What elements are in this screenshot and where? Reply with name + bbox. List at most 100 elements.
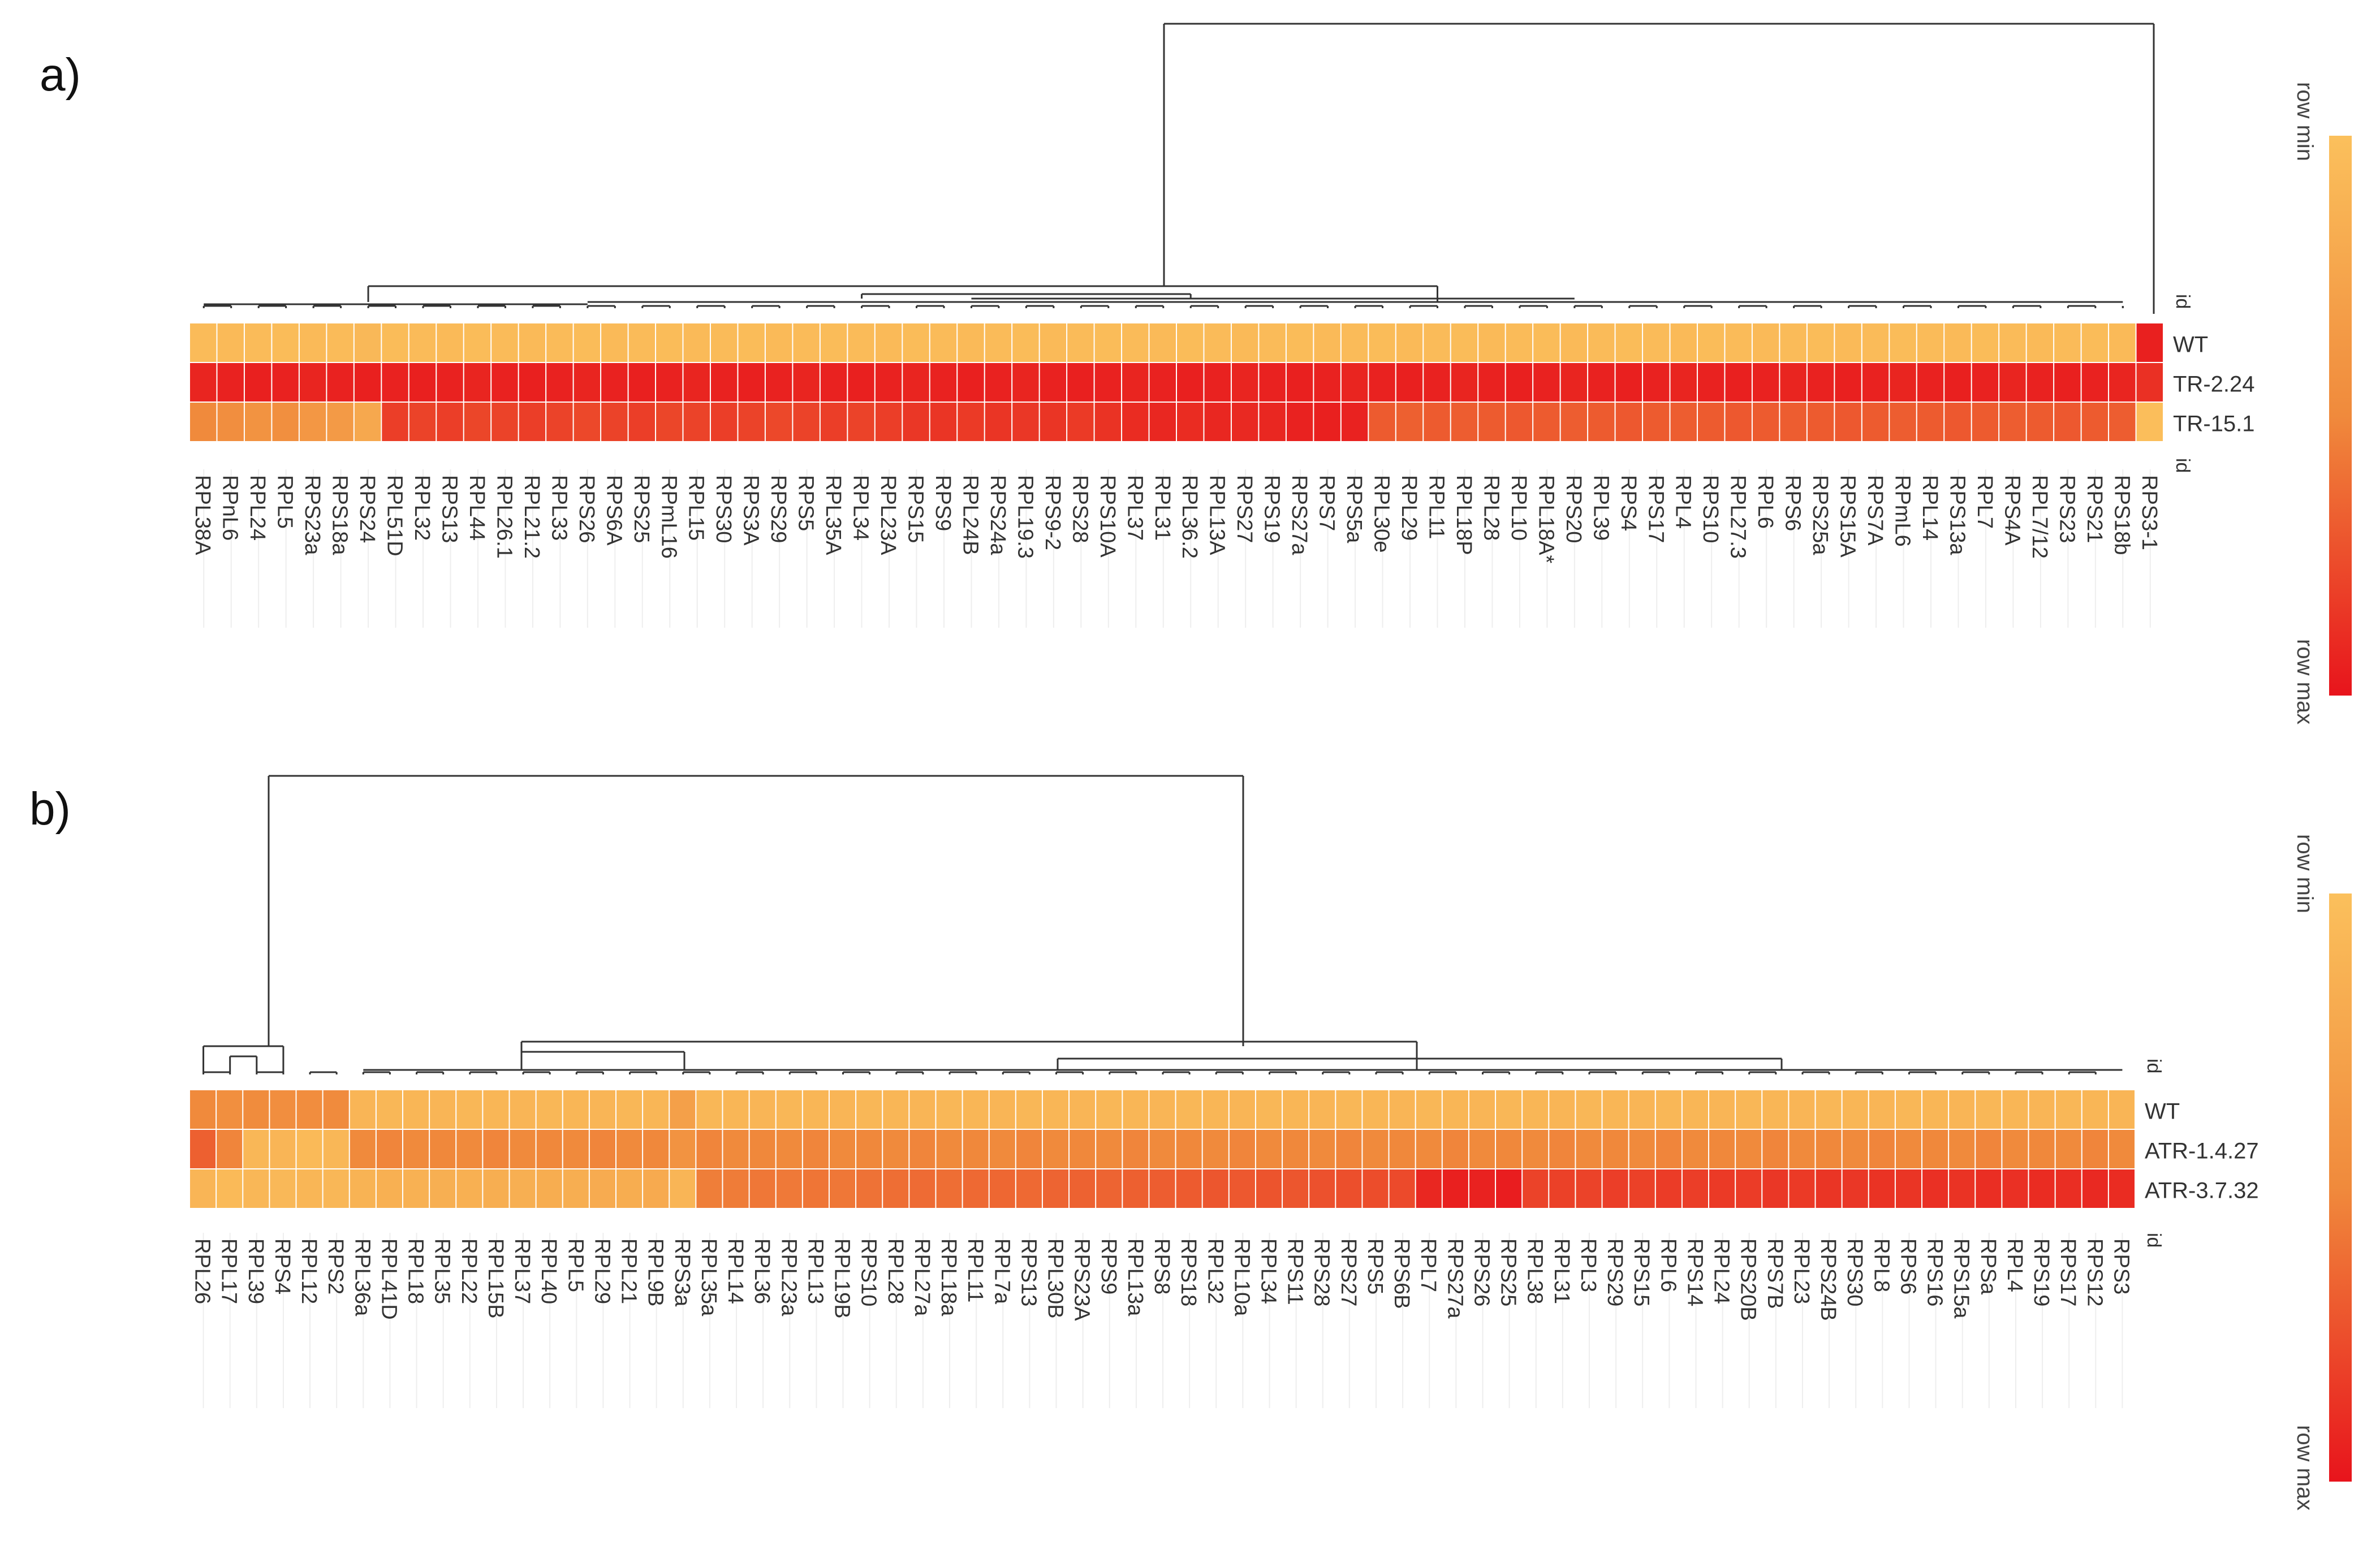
column-label: RPS9-2 [1041,475,1064,550]
heatmap-cell [1736,1130,1762,1168]
column-label: RPS29 [1603,1238,1627,1306]
heatmap-cell [190,1090,216,1129]
column-label: RPS15 [1629,1238,1653,1306]
heatmap-cell [1012,403,1039,441]
heatmap-cell [738,403,765,441]
heatmap-cell [536,1169,562,1208]
panel-a-scale-max-label: row max [2292,639,2317,724]
column-label: RPL30B [1044,1238,1067,1319]
heatmap-cell [738,323,765,362]
heatmap-cell [2082,1169,2108,1208]
heatmap-cell [1016,1090,1042,1129]
heatmap-cell [350,1090,376,1129]
heatmap-cell [749,1130,775,1168]
heatmap-cell [1416,1169,1442,1208]
heatmap-cell [1314,363,1340,402]
column-label: RPL6 [1753,475,1777,529]
heatmap-cell [628,403,656,441]
heatmap-cell [856,1090,882,1129]
column-label: RPL28 [1479,475,1503,541]
heatmap-cell [483,1090,509,1129]
heatmap-cell [829,1169,856,1208]
heatmap-cell [464,363,491,402]
heatmap-cell [1231,363,1258,402]
heatmap-cell [1389,1130,1415,1168]
heatmap-cell [190,323,217,362]
heatmap-cell [963,1090,989,1129]
heatmap-cell [1944,363,1971,402]
heatmap-cell [1016,1130,1042,1168]
heatmap-cell [1869,1130,1895,1168]
heatmap-cell [1576,1169,1602,1208]
heatmap-cell [1560,363,1588,402]
heatmap-cell [848,403,874,441]
heatmap-cell [1309,1090,1335,1129]
heatmap-cell [270,1169,296,1208]
panel-a-label: a) [40,49,81,101]
heatmap-cell [217,1130,243,1168]
heatmap-cell [1615,403,1642,441]
heatmap-cell [1042,1090,1069,1129]
heatmap-cell [1922,1169,1948,1208]
panel-b-dendrogram [202,775,2123,1074]
column-label: RPL23a [777,1238,800,1316]
heatmap-cell [936,1130,962,1168]
column-label: RPL23A [876,475,900,555]
row-label: ATR-3.7.32 [2145,1178,2259,1203]
heatmap-cell [2029,1169,2055,1208]
heatmap-cell [670,1090,696,1129]
heatmap-cell [2136,323,2163,362]
heatmap-cell [299,363,326,402]
column-label: RPS17 [1644,475,1667,543]
heatmap-cell [1709,1090,1735,1129]
heatmap-cell [1478,403,1505,441]
heatmap-cell [696,1130,722,1168]
heatmap-cell [1040,363,1067,402]
column-label: RPL5 [273,475,297,529]
heatmap-cell [456,1169,482,1208]
heatmap-cell [1736,1090,1762,1129]
column-label: RPS13 [437,475,461,543]
heatmap-cell [1369,363,1395,402]
heatmap-cell [437,323,463,362]
heatmap-cell [643,1090,669,1129]
heatmap-cell [589,1169,615,1208]
heatmap-cell [1369,403,1395,441]
heatmap-cell [1976,1169,2002,1208]
panel-b-row-labels: WT ATR-1.4.27 ATR-3.7.32 [2145,1099,2259,1203]
column-label: RPL22 [457,1238,481,1304]
heatmap-cell [243,1130,269,1168]
heatmap-cell [1416,1130,1442,1168]
heatmap-cell [1496,1090,1522,1129]
heatmap-cell [2002,1130,2028,1168]
column-label: RPS18a [328,475,352,555]
column-label: RPS15a [1950,1238,1973,1319]
heatmap-cell [829,1130,856,1168]
column-label: RPS25 [630,475,653,543]
heatmap-cell [829,1090,856,1129]
heatmap-cell [1762,1130,1788,1168]
column-label: RPL41D [377,1238,400,1320]
heatmap-cell [574,403,601,441]
heatmap-cell [1523,1130,1549,1168]
column-label: RPL26.1 [492,475,516,559]
heatmap-cell [589,1090,615,1129]
heatmap-cell [856,1169,882,1208]
heatmap-cell [1682,1090,1709,1129]
column-label: RPL11 [1424,475,1448,539]
heatmap-cell [546,403,573,441]
column-label: RPL36.2 [1178,475,1201,559]
heatmap-cell [1396,323,1423,362]
column-label: RPS5a [1342,475,1366,543]
heatmap-cell [2055,1130,2081,1168]
heatmap-cell [989,1090,1015,1129]
heatmap-cell [563,1169,589,1208]
column-label: RPL34 [1256,1238,1280,1304]
heatmap-cell [491,323,518,362]
heatmap-cell [190,1130,216,1168]
heatmap-cell [1202,1130,1228,1168]
heatmap-cell [1949,1090,1975,1129]
column-label: RPS3A [739,475,763,546]
panel-b-scale-max-label: row max [2292,1425,2317,1510]
heatmap-cell [1615,363,1642,402]
